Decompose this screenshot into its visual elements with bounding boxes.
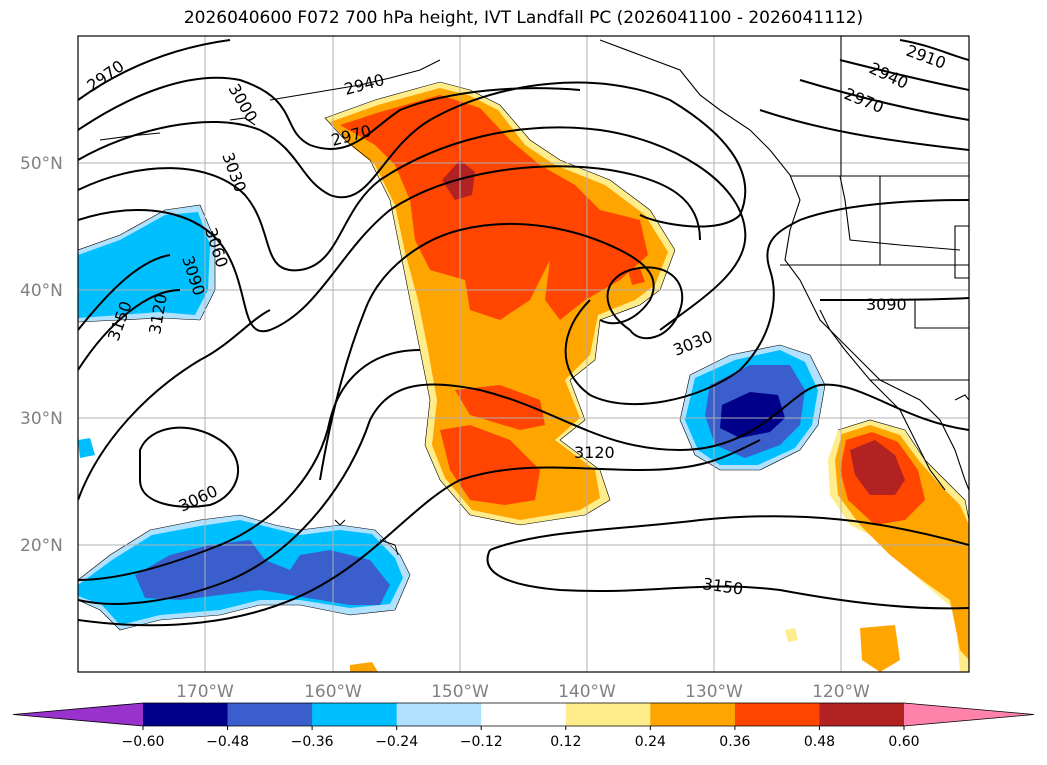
colorbar-segment — [396, 703, 482, 726]
colorbar-extend-low — [13, 703, 143, 726]
lon-label: 170°W — [176, 682, 234, 702]
colorbar-segment — [481, 703, 567, 726]
lat-label: 50°N — [20, 154, 63, 174]
colorbar-segment — [312, 703, 398, 726]
map-frame — [77, 35, 970, 673]
lon-label: 120°W — [812, 682, 870, 702]
colorbar-segment — [819, 703, 905, 726]
lon-label: 130°W — [685, 682, 743, 702]
lat-label: 20°N — [20, 536, 63, 556]
colorbar-tick-label: −0.48 — [206, 734, 249, 750]
longitude-labels: 170°W 160°W 150°W 140°W 130°W 120°W — [176, 682, 870, 702]
colorbar-segment — [227, 703, 313, 726]
colorbar-segment — [734, 703, 820, 726]
ivt-positive-baja — [350, 420, 969, 672]
colorbar-tick-label: −0.24 — [375, 734, 418, 750]
ivt-negative-east — [680, 345, 825, 470]
lon-label: 150°W — [431, 682, 489, 702]
colorbar-tick-label: 0.36 — [719, 734, 750, 750]
colorbar-tick-label: −0.60 — [122, 734, 165, 750]
colorbar-segment — [565, 703, 651, 726]
height-contours — [78, 39, 969, 627]
map-title: 2026040600 F072 700 hPa height, IVT Land… — [183, 8, 864, 28]
colorbar-segment — [143, 703, 229, 726]
contour-label: 3090 — [866, 295, 907, 314]
colorbar: −0.60 −0.48 −0.36 −0.24 −0.12 0.12 0.24 0.36 0.4… — [12, 702, 1035, 750]
colorbar-extend-high — [904, 703, 1034, 726]
colorbar-tick-label: −0.12 — [460, 734, 503, 750]
map-area: 2970 3000 2940 2910 2940 2970 2970 3030 … — [78, 36, 969, 672]
lon-label: 140°W — [558, 682, 616, 702]
lat-label: 40°N — [20, 281, 63, 301]
colorbar-tick-label: −0.36 — [291, 734, 334, 750]
latitude-labels: 50°N 40°N 30°N 20°N — [20, 154, 63, 556]
colorbar-segment — [650, 703, 736, 726]
lon-label: 160°W — [304, 682, 362, 702]
lat-label: 30°N — [20, 409, 63, 429]
colorbar-tick-label: 0.12 — [550, 734, 581, 750]
contour-label: 3120 — [574, 443, 615, 462]
colorbar-tick-label: 0.48 — [804, 734, 835, 750]
colorbar-tick-label: 0.60 — [888, 734, 919, 750]
colorbar-tick-label: 0.24 — [635, 734, 666, 750]
gridlines — [78, 36, 969, 672]
anomaly-outlines — [78, 81, 969, 631]
